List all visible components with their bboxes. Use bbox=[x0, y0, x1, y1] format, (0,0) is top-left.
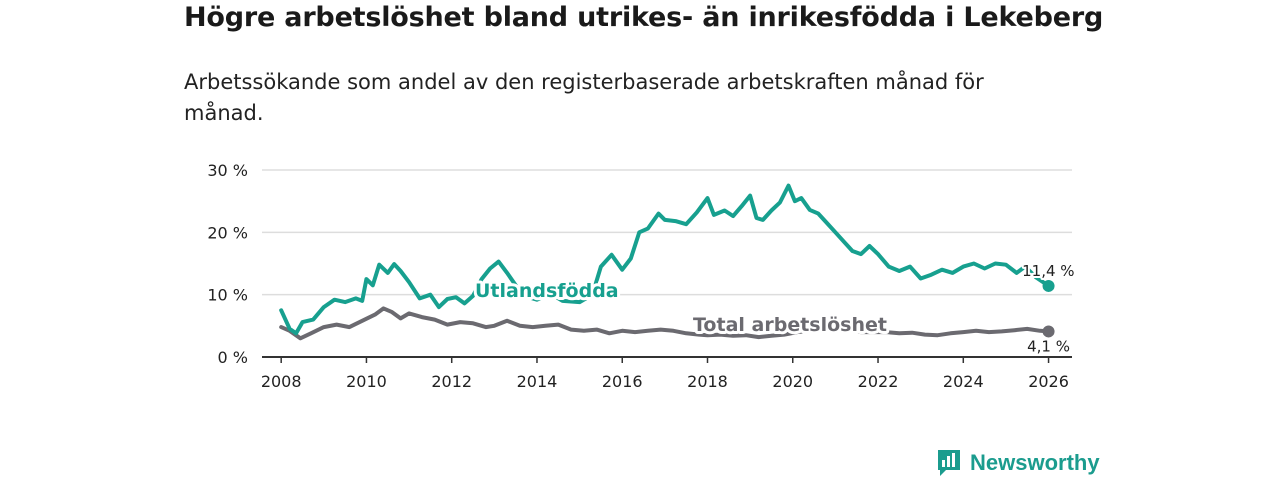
end-label-utlandsfodda: 11,4 % bbox=[1022, 262, 1074, 280]
y-axis-ticks: 0 % 10 % 20 % 30 % bbox=[207, 161, 248, 367]
total-arbetsloshet-line bbox=[279, 306, 1051, 341]
x-tick-label: 2008 bbox=[261, 372, 302, 391]
y-tick-label: 20 % bbox=[207, 223, 248, 242]
x-tick-label: 2014 bbox=[517, 372, 558, 391]
x-tick-label: 2016 bbox=[602, 372, 643, 391]
label-utlandsfodda: Utlandsfödda bbox=[475, 280, 619, 302]
x-tick-label: 2010 bbox=[346, 372, 387, 391]
series-labels: Utlandsfödda Total arbetslöshet 11,4 % 4,1 … bbox=[472, 260, 1077, 358]
end-label-total: 4,1 % bbox=[1027, 337, 1070, 355]
y-tick-label: 0 % bbox=[218, 348, 248, 367]
y-tick-label: 30 % bbox=[207, 161, 248, 180]
x-tick-label: 2024 bbox=[943, 372, 984, 391]
x-tick-label: 2012 bbox=[431, 372, 472, 391]
newsworthy-logo: Newsworthy bbox=[936, 448, 1100, 478]
x-tick-label: 2020 bbox=[772, 372, 813, 391]
x-axis: 2008 2010 2012 2014 2016 2018 2020 2022 2024 2026 bbox=[261, 356, 1072, 391]
brand-name: Newsworthy bbox=[970, 450, 1100, 475]
utlandsfodda-end-dot bbox=[1042, 279, 1055, 292]
utlandsfodda-line bbox=[279, 183, 1051, 336]
grid-lines bbox=[262, 169, 1072, 296]
bar-chart-icon bbox=[938, 450, 960, 476]
x-tick-label: 2022 bbox=[858, 372, 899, 391]
chart-subtitle: Arbetssökande som andel av den registerb… bbox=[184, 70, 984, 125]
chart-title: Högre arbetslöshet bland utrikes- än inr… bbox=[184, 2, 1104, 33]
series-lines bbox=[279, 183, 1055, 341]
label-total-arbetsloshet: Total arbetslöshet bbox=[693, 314, 887, 336]
y-tick-label: 10 % bbox=[207, 286, 248, 305]
x-tick-label: 2018 bbox=[687, 372, 728, 391]
x-tick-label: 2026 bbox=[1028, 372, 1069, 391]
total-arbetsloshet-end-dot bbox=[1042, 325, 1055, 338]
